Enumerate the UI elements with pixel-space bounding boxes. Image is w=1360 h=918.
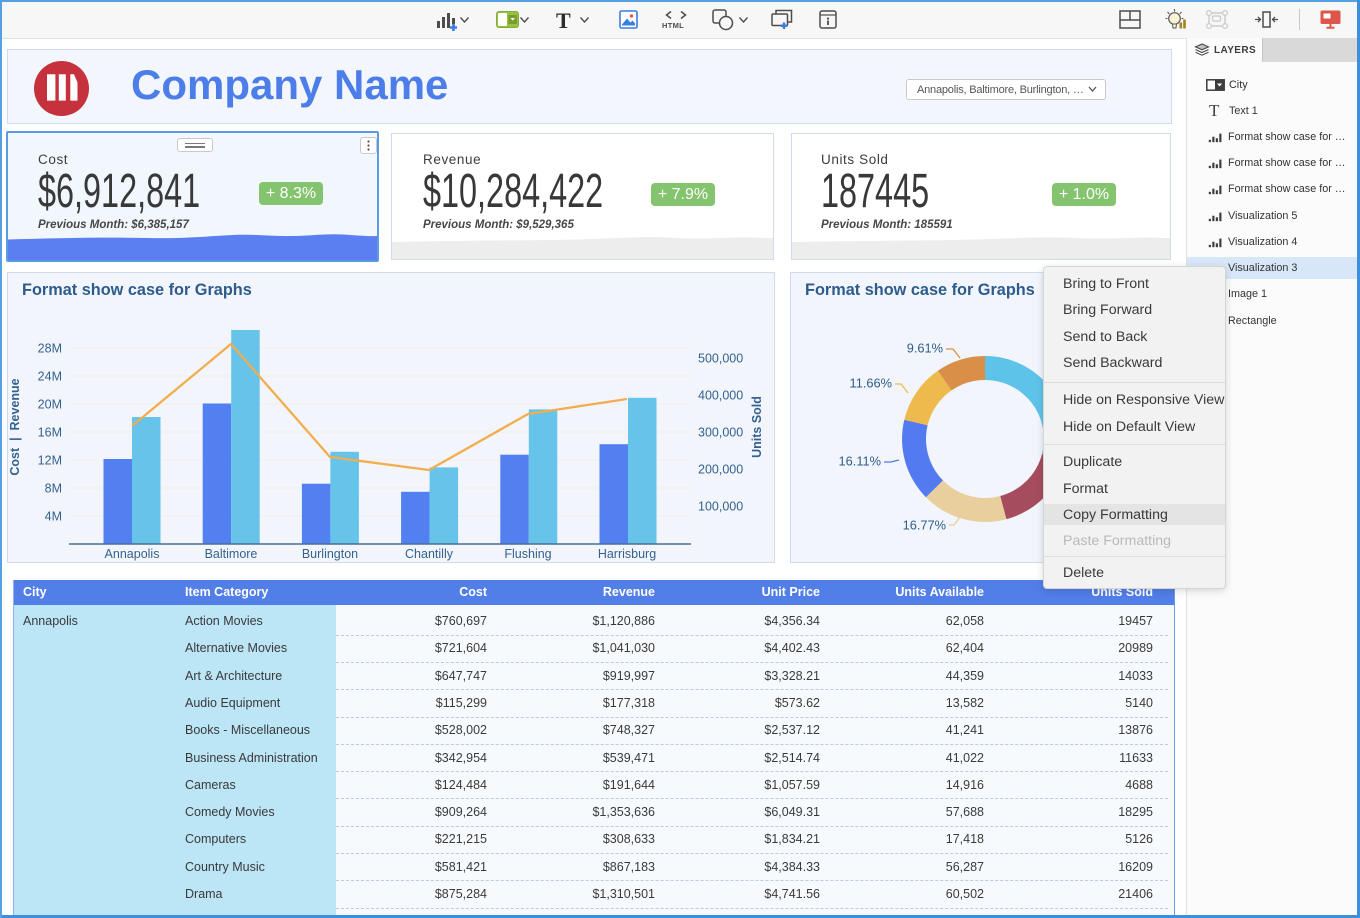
svg-text:4M: 4M <box>45 510 62 524</box>
svg-text:28M: 28M <box>38 342 62 356</box>
svg-text:11.66%: 11.66% <box>850 376 892 391</box>
svg-text:Chantilly: Chantilly <box>405 547 454 561</box>
svg-text:400,000: 400,000 <box>698 389 743 403</box>
svg-text:Cost | Revenue: Cost | Revenue <box>8 378 22 475</box>
svg-text:200,000: 200,000 <box>698 463 743 477</box>
svg-text:9.61%: 9.61% <box>907 341 943 356</box>
svg-text:Burlington: Burlington <box>302 547 358 561</box>
svg-text:20M: 20M <box>38 398 62 412</box>
svg-text:16.77%: 16.77% <box>903 518 946 533</box>
svg-text:16.11%: 16.11% <box>839 454 881 469</box>
svg-text:12M: 12M <box>38 454 62 468</box>
svg-text:Units Sold: Units Sold <box>750 396 764 458</box>
svg-text:100,000: 100,000 <box>698 500 743 514</box>
svg-text:500,000: 500,000 <box>698 352 743 366</box>
svg-text:Flushing: Flushing <box>504 547 551 561</box>
svg-text:8M: 8M <box>45 482 62 496</box>
svg-text:300,000: 300,000 <box>698 426 743 440</box>
svg-text:Harrisburg: Harrisburg <box>598 547 656 561</box>
svg-text:16M: 16M <box>38 426 62 440</box>
svg-text:24M: 24M <box>38 370 62 384</box>
svg-text:Baltimore: Baltimore <box>205 547 258 561</box>
svg-text:Annapolis: Annapolis <box>105 547 160 561</box>
